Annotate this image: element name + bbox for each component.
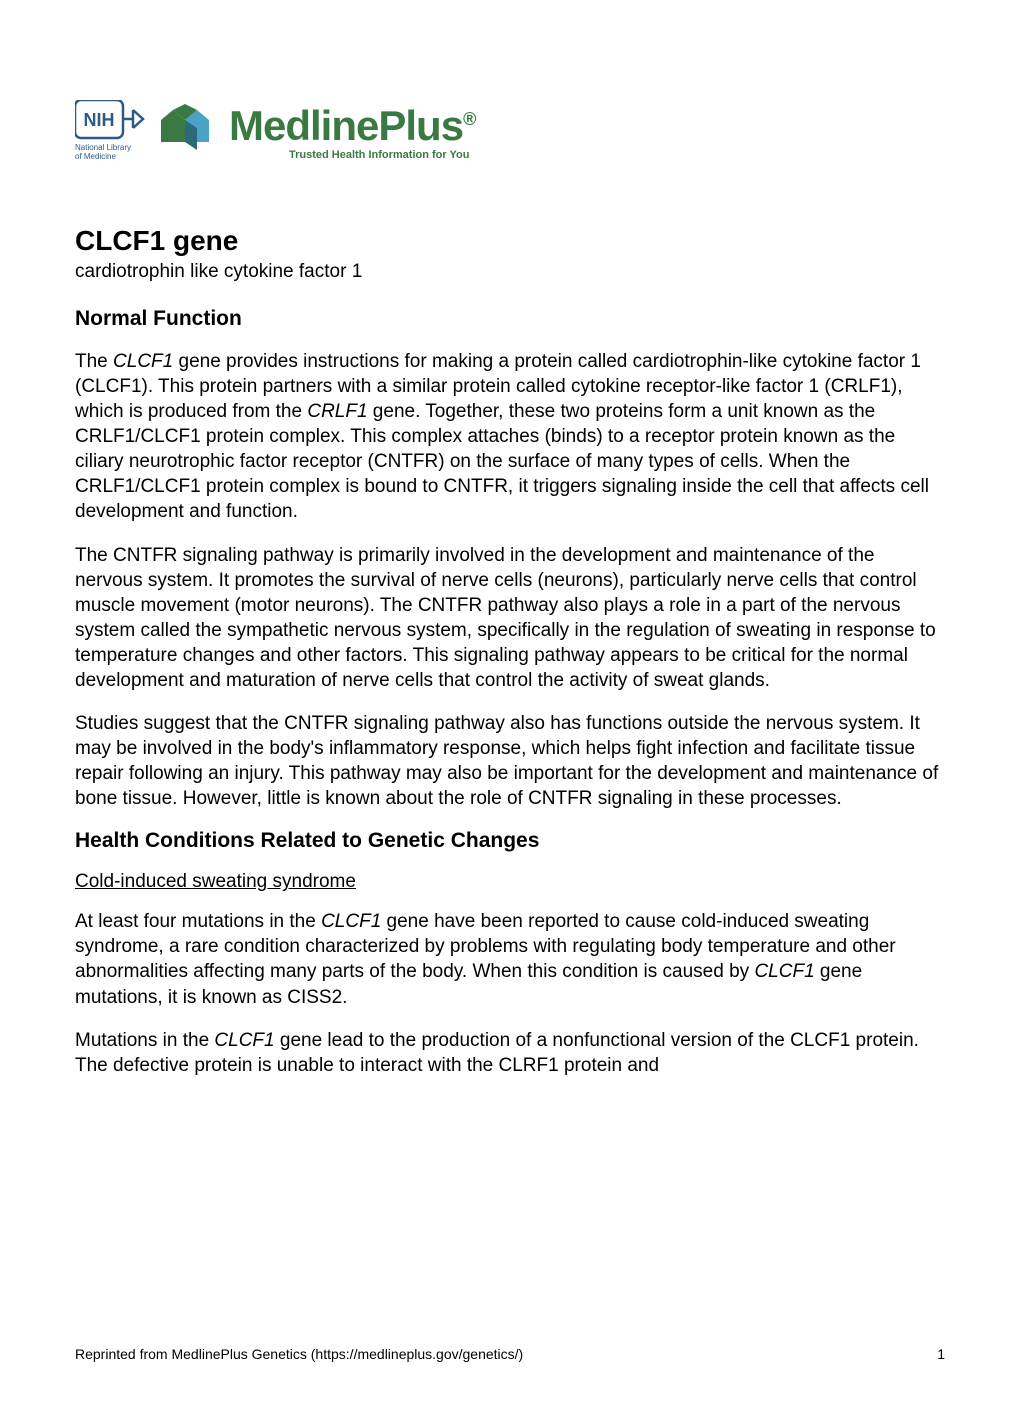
normal-function-para-2: The CNTFR signaling pathway is primarily… bbox=[75, 543, 945, 693]
logo-wordmark: MedlinePlus® bbox=[229, 105, 475, 147]
gene-name-italic: CLCF1 bbox=[113, 351, 173, 372]
nih-logo: NIH National Library of Medicine bbox=[75, 100, 145, 165]
footer-source: Reprinted from MedlinePlus Genetics (htt… bbox=[75, 1346, 523, 1362]
page-title: CLCF1 gene bbox=[75, 225, 945, 257]
text-span: Mutations in the bbox=[75, 1030, 214, 1051]
footer-page-number: 1 bbox=[937, 1346, 945, 1362]
logo-container: NIH National Library of Medicine Medline… bbox=[75, 100, 945, 165]
gene-name-italic: CLCF1 bbox=[214, 1030, 274, 1051]
logo-text-group: MedlinePlus® Trusted Health Information … bbox=[229, 105, 475, 161]
section-heading-normal-function: Normal Function bbox=[75, 307, 945, 331]
gene-name-italic: CLCF1 bbox=[754, 961, 814, 982]
page-subtitle: cardiotrophin like cytokine factor 1 bbox=[75, 261, 945, 283]
subheading-cold-induced-sweating: Cold-induced sweating syndrome bbox=[75, 871, 945, 893]
svg-text:NIH: NIH bbox=[84, 110, 115, 130]
text-span: At least four mutations in the bbox=[75, 911, 321, 932]
medlineplus-icon bbox=[153, 102, 223, 163]
svg-text:National Library: National Library bbox=[75, 143, 131, 152]
page-footer: Reprinted from MedlinePlus Genetics (htt… bbox=[0, 1346, 1020, 1362]
logo-wordmark-text: MedlinePlus bbox=[229, 102, 463, 149]
section-heading-health-conditions: Health Conditions Related to Genetic Cha… bbox=[75, 829, 945, 853]
gene-name-italic: CLCF1 bbox=[321, 911, 381, 932]
normal-function-para-3: Studies suggest that the CNTFR signaling… bbox=[75, 711, 945, 811]
logo-tagline: Trusted Health Information for You bbox=[289, 149, 475, 161]
registered-mark: ® bbox=[463, 109, 475, 129]
gene-name-italic: CRLF1 bbox=[307, 401, 367, 422]
health-conditions-para-1: At least four mutations in the CLCF1 gen… bbox=[75, 909, 945, 1009]
text-span: The bbox=[75, 351, 113, 372]
svg-text:of Medicine: of Medicine bbox=[75, 152, 116, 160]
normal-function-para-1: The CLCF1 gene provides instructions for… bbox=[75, 349, 945, 525]
health-conditions-para-2: Mutations in the CLCF1 gene lead to the … bbox=[75, 1028, 945, 1078]
